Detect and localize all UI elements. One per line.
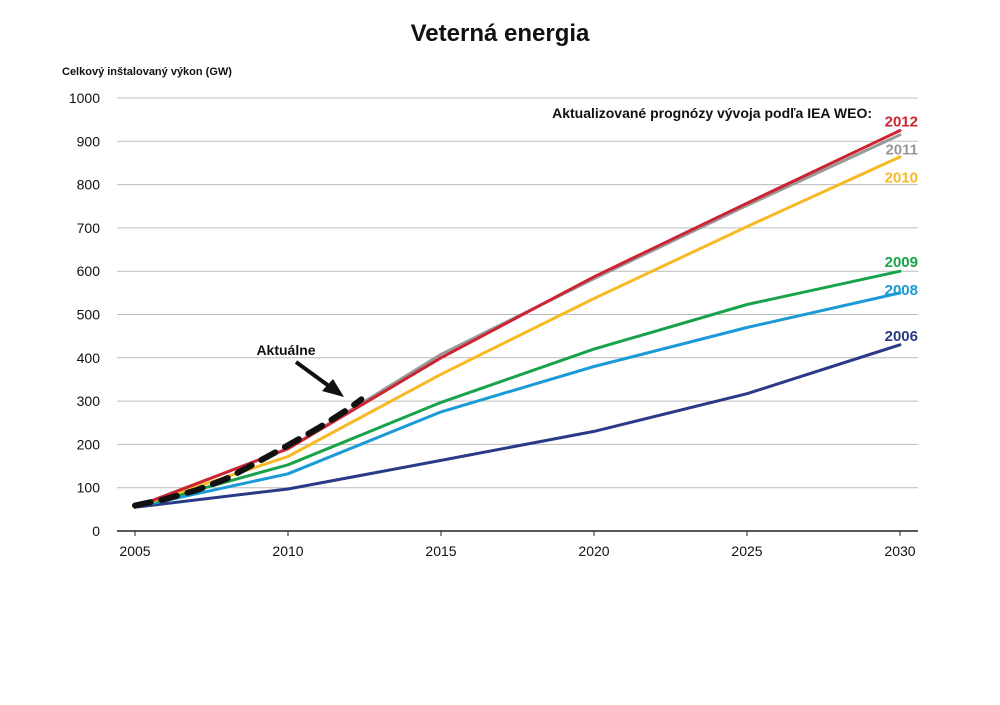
series-line-2011	[133, 133, 902, 509]
series-labels: 2006 2008 2009 2010 2011 2012	[885, 113, 918, 344]
y-tick-label: 600	[77, 263, 101, 279]
series-label-2011: 2011	[885, 141, 918, 158]
y-tick-label: 200	[77, 436, 101, 452]
series-line-2010	[133, 155, 902, 509]
x-tick-label: 2015	[425, 543, 456, 559]
y-tick-label: 1000	[69, 90, 100, 106]
x-tick-label: 2005	[119, 543, 150, 559]
y-tick-label: 0	[92, 523, 100, 539]
series-label-2010: 2010	[885, 169, 918, 186]
y-tick-label: 400	[77, 350, 101, 366]
series-label-2009: 2009	[885, 254, 918, 271]
x-tick-labels: 2005 2010 2015 2020 2025 2030	[119, 531, 916, 559]
y-tick-label: 300	[77, 393, 101, 409]
series-line-2006	[133, 343, 902, 509]
actual-dashed-line	[132, 396, 365, 509]
chart-title: Veterná energia	[410, 20, 590, 47]
y-tick-labels: 0 100 200 300 400 500 600 700 800 900 1000	[69, 90, 100, 539]
y-tick-label: 500	[77, 307, 101, 323]
series-line-2009	[133, 269, 902, 509]
annotations: Aktualizované prognózy vývoja podľa IEA …	[256, 105, 872, 397]
series-label-2008: 2008	[885, 282, 918, 299]
legend-title: Aktualizované prognózy vývoja podľa IEA …	[552, 105, 872, 121]
y-tick-label: 900	[77, 133, 101, 149]
series-lines	[132, 129, 902, 509]
actual-annotation-label: Aktuálne	[256, 342, 315, 358]
series-label-2012: 2012	[885, 113, 918, 130]
arrow-head	[322, 379, 344, 397]
series-label-2006: 2006	[885, 328, 918, 345]
y-tick-label: 100	[77, 480, 101, 496]
y-tick-label: 700	[77, 220, 101, 236]
y-axis-label: Celkový inštalovaný výkon (GW)	[62, 66, 232, 78]
x-tick-label: 2025	[731, 543, 762, 559]
y-tick-label: 800	[77, 177, 101, 193]
x-tick-label: 2020	[578, 543, 609, 559]
series-line-2008	[133, 291, 902, 509]
x-tick-label: 2010	[272, 543, 303, 559]
x-tick-label: 2030	[884, 543, 915, 559]
arrow-shaft	[294, 360, 335, 391]
